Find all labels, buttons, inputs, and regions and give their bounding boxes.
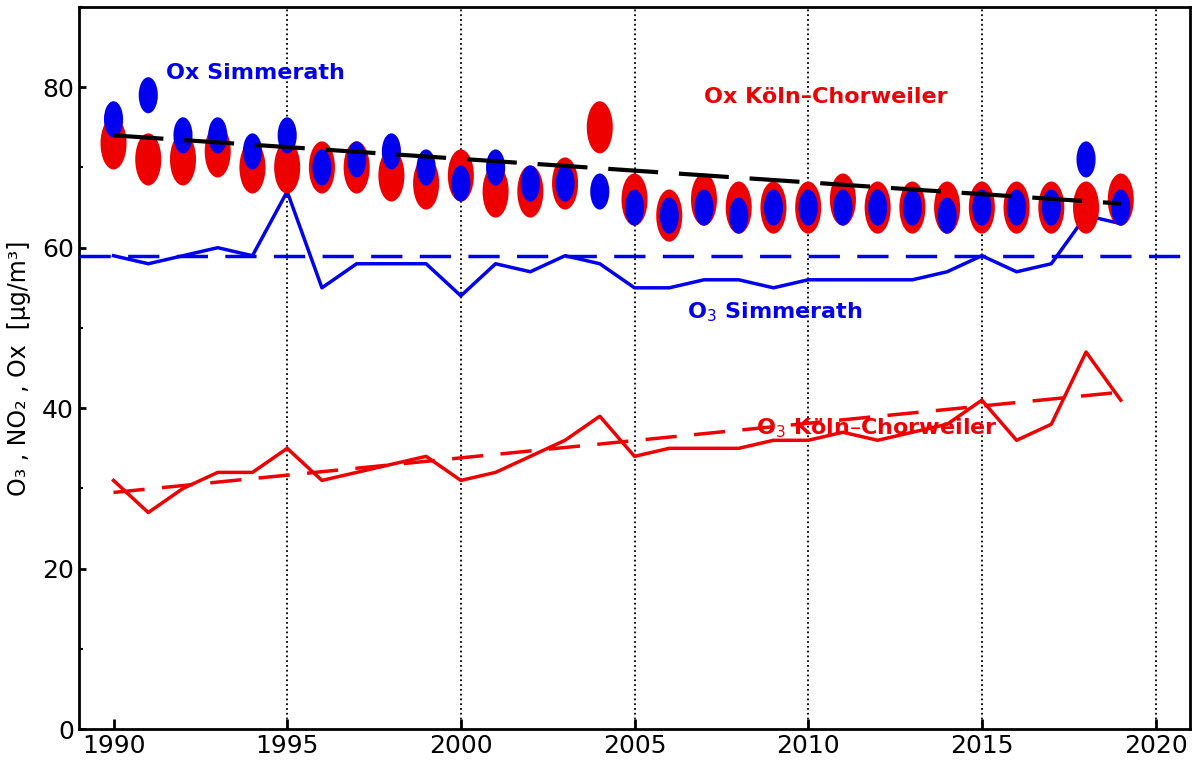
Ellipse shape	[343, 142, 370, 194]
Ellipse shape	[934, 181, 960, 233]
Ellipse shape	[587, 101, 613, 154]
Ellipse shape	[799, 190, 817, 226]
Ellipse shape	[482, 165, 509, 217]
Ellipse shape	[451, 165, 470, 201]
Ellipse shape	[556, 165, 575, 201]
Ellipse shape	[274, 142, 300, 194]
Ellipse shape	[968, 181, 995, 233]
Ellipse shape	[378, 149, 404, 201]
Ellipse shape	[833, 190, 852, 226]
Ellipse shape	[764, 190, 784, 226]
Ellipse shape	[312, 149, 331, 185]
Ellipse shape	[590, 174, 610, 210]
Ellipse shape	[1038, 181, 1064, 233]
Ellipse shape	[347, 142, 366, 177]
Ellipse shape	[486, 149, 505, 185]
Ellipse shape	[972, 190, 991, 226]
Ellipse shape	[170, 133, 196, 185]
Ellipse shape	[101, 117, 126, 170]
Ellipse shape	[796, 181, 821, 233]
Ellipse shape	[416, 149, 436, 185]
Ellipse shape	[242, 133, 262, 170]
Ellipse shape	[1076, 142, 1096, 177]
Ellipse shape	[726, 181, 751, 233]
Ellipse shape	[240, 142, 265, 194]
Ellipse shape	[139, 77, 158, 113]
Y-axis label: O₃ , NO₂ , Ox  [μg/m³]: O₃ , NO₂ , Ox [μg/m³]	[7, 240, 31, 496]
Ellipse shape	[656, 190, 683, 242]
Text: Ox Simmerath: Ox Simmerath	[166, 63, 344, 83]
Ellipse shape	[660, 197, 679, 233]
Ellipse shape	[902, 190, 922, 226]
Ellipse shape	[448, 149, 474, 201]
Ellipse shape	[1111, 190, 1130, 226]
Ellipse shape	[622, 174, 648, 226]
Ellipse shape	[691, 174, 718, 226]
Ellipse shape	[413, 158, 439, 210]
Ellipse shape	[308, 142, 335, 194]
Ellipse shape	[899, 181, 925, 233]
Ellipse shape	[205, 125, 230, 177]
Ellipse shape	[1042, 190, 1061, 226]
Text: O$_3$ Köln–Chorweiler: O$_3$ Köln–Chorweiler	[756, 417, 998, 441]
Text: Ox Köln–Chorweiler: Ox Köln–Chorweiler	[704, 87, 948, 107]
Ellipse shape	[830, 174, 856, 226]
Ellipse shape	[868, 190, 887, 226]
Ellipse shape	[761, 181, 786, 233]
Ellipse shape	[382, 133, 401, 170]
Ellipse shape	[730, 197, 749, 233]
Ellipse shape	[937, 197, 956, 233]
Text: O$_3$ Simmerath: O$_3$ Simmerath	[686, 301, 862, 324]
Ellipse shape	[277, 117, 296, 154]
Ellipse shape	[208, 117, 227, 154]
Ellipse shape	[695, 190, 714, 226]
Ellipse shape	[174, 117, 192, 154]
Ellipse shape	[865, 181, 890, 233]
Ellipse shape	[552, 158, 578, 210]
Ellipse shape	[1073, 181, 1099, 233]
Ellipse shape	[136, 133, 161, 185]
Ellipse shape	[1003, 181, 1030, 233]
Ellipse shape	[1108, 174, 1134, 226]
Ellipse shape	[625, 190, 644, 226]
Ellipse shape	[1007, 190, 1026, 226]
Ellipse shape	[521, 165, 540, 201]
Ellipse shape	[104, 101, 124, 138]
Ellipse shape	[517, 165, 544, 217]
